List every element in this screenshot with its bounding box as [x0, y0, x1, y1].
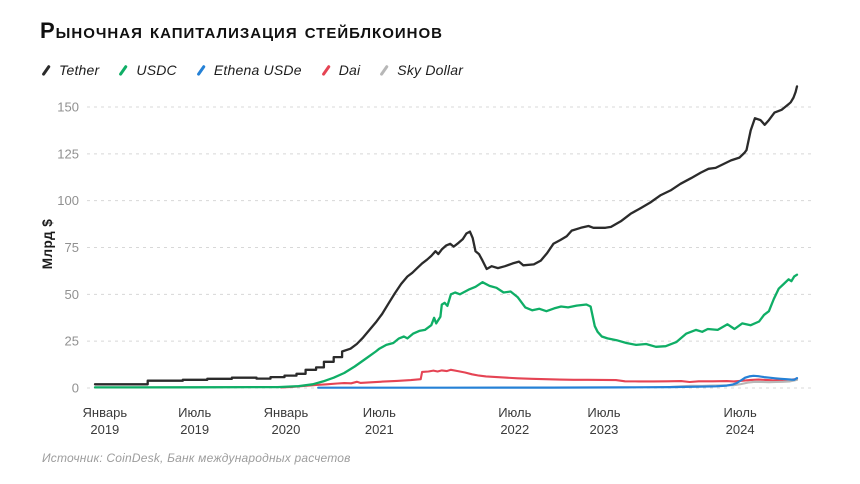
y-tick-label-50: 50 [65, 287, 79, 302]
series-line-ethena-usde [317, 374, 799, 389]
legend-label: Tether [59, 62, 100, 78]
y-tick-label-0: 0 [72, 381, 79, 396]
legend-item-ethena-usde: Ethena USDe [195, 62, 302, 78]
x-tick-month-2019: Январь [83, 405, 128, 420]
x-tick-year-2021: 2021 [365, 422, 394, 437]
series-line-usdc [93, 273, 799, 389]
x-tick-month-2024: Июль [724, 405, 757, 420]
y-tick-label-25: 25 [65, 334, 79, 349]
legend-label: Sky Dollar [397, 62, 464, 78]
x-tick-month-2023: Июль [587, 405, 620, 420]
x-tick-year-2024: 2024 [726, 422, 755, 437]
x-tick-month-2021: Июль [363, 405, 396, 420]
y-tick-label-100: 100 [57, 193, 79, 208]
legend-item-sky-dollar: Sky Dollar [378, 62, 463, 78]
x-tick-year-2023: 2023 [589, 422, 618, 437]
legend-label: Ethena USDe [213, 62, 302, 78]
source-note: Источник: CoinDesk, Банк международных р… [42, 451, 351, 465]
x-tick-year-2020: 2020 [271, 422, 300, 437]
y-tick-label-125: 125 [57, 146, 79, 161]
legend-item-dai: Dai [320, 62, 361, 78]
chart-legend: Tether USDC Ethena USDe Dai Sky Dollar [40, 62, 463, 78]
series-line-dai [279, 368, 799, 389]
legend-label: Dai [338, 62, 361, 78]
legend-label: USDC [136, 62, 177, 78]
x-tick-month-2022: Июль [498, 405, 531, 420]
y-axis-label: Млрд $ [40, 219, 55, 270]
legend-item-tether: Tether [40, 62, 99, 78]
x-tick-year-2019: 2019 [180, 422, 209, 437]
x-tick-month-2019: Июль [178, 405, 211, 420]
chart-title: Рыночная капитализация стейблкоинов [40, 18, 443, 43]
x-tick-year-2019: 2019 [90, 422, 119, 437]
x-tick-year-2022: 2022 [500, 422, 529, 437]
y-tick-label-75: 75 [65, 240, 79, 255]
series-line-tether [93, 85, 799, 386]
legend-item-usdc: USDC [117, 62, 177, 78]
y-tick-label-150: 150 [57, 100, 79, 115]
x-tick-month-2020: Январь [264, 405, 309, 420]
